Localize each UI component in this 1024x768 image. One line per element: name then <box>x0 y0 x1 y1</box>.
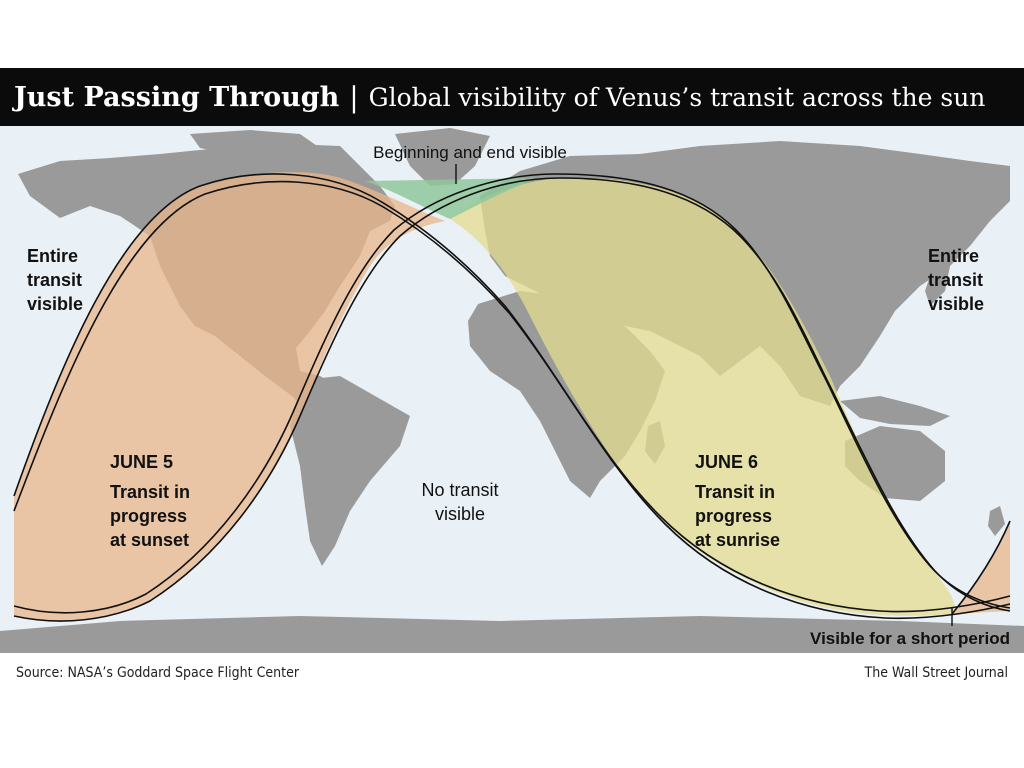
boundary-curve-1 <box>13 173 1011 613</box>
japan <box>925 261 950 306</box>
publisher-credit: The Wall Street Journal <box>864 665 1008 681</box>
label-entire-left-line-1: Entire <box>27 246 78 266</box>
june6-zone <box>450 177 955 616</box>
label-june5-line-3: at sunset <box>110 530 189 550</box>
boundary-curve-4 <box>13 173 1011 614</box>
label-entire-right-line-1: Entire <box>928 246 979 266</box>
chart-title: Just Passing Through <box>14 81 340 113</box>
label-entire-left-line-3: visible <box>27 294 83 314</box>
both-visible-zone <box>365 178 540 219</box>
label-entire-left-line-2: transit <box>27 270 82 290</box>
world-map: Beginning and end visible Entire transit… <box>0 126 1024 653</box>
label-entire-right-line-3: visible <box>928 294 984 314</box>
label-entire-right-line-2: transit <box>928 270 983 290</box>
chart-subtitle: Global visibility of Venus’s transit acr… <box>368 82 986 112</box>
label-entire-right: Entire transit visible <box>928 246 984 314</box>
boundary-curve-3 <box>13 177 1011 622</box>
label-no-transit: No transit visible <box>421 480 498 524</box>
south-america <box>290 376 410 566</box>
right-edge-boundary <box>951 520 1011 615</box>
june5-zone <box>14 171 445 621</box>
label-june5-date: JUNE 5 <box>110 452 173 472</box>
header-bar: Just Passing Through | Global visibility… <box>0 68 1024 126</box>
label-june5: JUNE 5 Transit in progress at sunset <box>110 452 190 550</box>
label-june6: JUNE 6 Transit in progress at sunrise <box>695 452 780 550</box>
source-credit: Source: NASA’s Goddard Space Flight Cent… <box>16 665 299 681</box>
label-june6-line-3: at sunrise <box>695 530 780 550</box>
label-june5-line-2: progress <box>110 506 187 526</box>
visibility-boundaries <box>13 173 1011 622</box>
label-june5-line-1: Transit in <box>110 482 190 502</box>
june5-zone-right <box>952 521 1010 614</box>
arctic-islands <box>190 130 320 156</box>
new-zealand <box>988 506 1005 536</box>
footer: Source: NASA’s Goddard Space Flight Cent… <box>0 653 1024 700</box>
label-short-period: Visible for a short period <box>810 629 1010 648</box>
label-june6-line-1: Transit in <box>695 482 775 502</box>
label-no-transit-line-1: No transit <box>421 480 498 500</box>
label-june6-date: JUNE 6 <box>695 452 758 472</box>
label-june6-line-2: progress <box>695 506 772 526</box>
label-entire-left: Entire transit visible <box>27 246 83 314</box>
se-asia-islands <box>840 396 950 426</box>
label-beginning-end: Beginning and end visible <box>373 143 567 162</box>
title-separator: | <box>349 80 359 114</box>
label-no-transit-line-2: visible <box>435 504 485 524</box>
boundary-curve-2 <box>13 180 1011 620</box>
greenland <box>395 128 490 186</box>
antarctica <box>0 616 1024 653</box>
map-svg: Beginning and end visible Entire transit… <box>0 126 1024 653</box>
